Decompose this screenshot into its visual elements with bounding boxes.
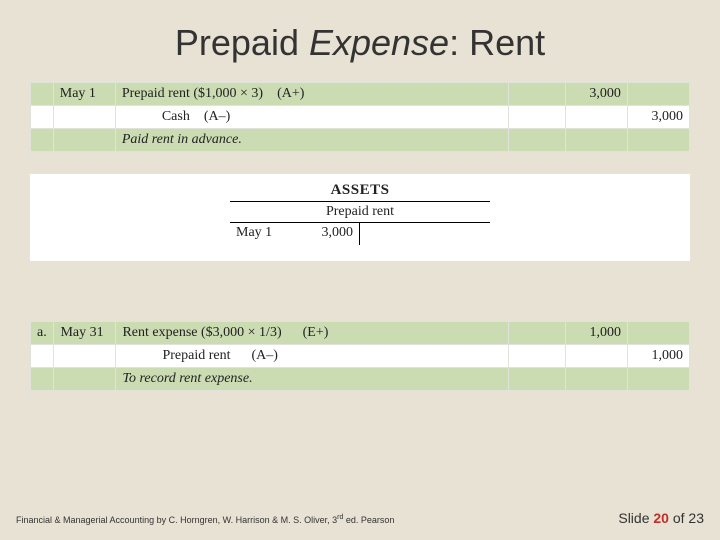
citation: Financial & Managerial Accounting by C. … <box>16 514 394 525</box>
slide-number: Slide 20 of 23 <box>618 510 704 526</box>
credit-amount: 1,000 <box>627 345 689 368</box>
debit-amount <box>565 106 627 129</box>
journal-entry-1: May 1 Prepaid rent ($1,000 × 3) (A+) 3,0… <box>30 82 690 152</box>
entry-description: To record rent expense. <box>122 371 252 386</box>
debit-amount: 1,000 <box>565 322 627 345</box>
account-tag: (A–) <box>204 109 230 124</box>
t-account-panel: ASSETS Prepaid rent May 1 3,000 <box>30 174 690 261</box>
entry-date: May 31 <box>54 322 116 345</box>
credit-amount <box>627 322 689 345</box>
journal-entry-2: a. May 31 Rent expense ($3,000 × 1/3) (E… <box>30 321 690 391</box>
credit-amount <box>627 83 689 106</box>
t-account-heading: ASSETS <box>230 182 490 201</box>
account-tag: (A–) <box>252 348 278 363</box>
entry-date: May 1 <box>53 83 115 106</box>
title-pre: Prepaid <box>175 22 309 63</box>
slide-title: Prepaid Expense: Rent <box>0 0 720 82</box>
slide-total: of 23 <box>669 510 704 526</box>
citation-text: ed. Pearson <box>343 515 394 525</box>
account-name: Cash <box>162 109 190 124</box>
t-account: ASSETS Prepaid rent May 1 3,000 <box>230 182 490 245</box>
account-tag: (E+) <box>303 325 329 340</box>
t-account-debit-side: May 1 3,000 <box>230 223 360 245</box>
debit-amount <box>565 345 627 368</box>
t-account-credit-side <box>360 223 490 245</box>
account-name: Prepaid rent ($1,000 × 3) <box>122 86 263 101</box>
table-row: To record rent expense. <box>31 368 690 391</box>
table-row: Paid rent in advance. <box>31 129 690 152</box>
title-post: : Rent <box>449 22 545 63</box>
slide-footer: Financial & Managerial Accounting by C. … <box>16 510 704 526</box>
table-row: Prepaid rent (A–) 1,000 <box>31 345 690 368</box>
slide-label: Slide <box>618 510 653 526</box>
slide-current: 20 <box>653 510 669 526</box>
entry-description: Paid rent in advance. <box>122 132 242 147</box>
title-italic: Expense <box>309 22 449 63</box>
account-name: Prepaid rent <box>162 348 230 363</box>
debit-amount: 3,000 <box>565 83 627 106</box>
table-row: Cash (A–) 3,000 <box>31 106 690 129</box>
account-tag: (A+) <box>277 86 304 101</box>
table-row: May 1 Prepaid rent ($1,000 × 3) (A+) 3,0… <box>31 83 690 106</box>
entry-ref: a. <box>31 322 54 345</box>
t-entry-date: May 1 <box>236 225 272 243</box>
citation-text: Financial & Managerial Accounting by C. … <box>16 515 337 525</box>
table-row: a. May 31 Rent expense ($3,000 × 1/3) (E… <box>31 322 690 345</box>
t-entry-amount: 3,000 <box>322 225 354 243</box>
credit-amount: 3,000 <box>627 106 689 129</box>
account-name: Rent expense ($3,000 × 1/3) <box>122 325 281 340</box>
t-account-name: Prepaid rent <box>230 201 490 222</box>
